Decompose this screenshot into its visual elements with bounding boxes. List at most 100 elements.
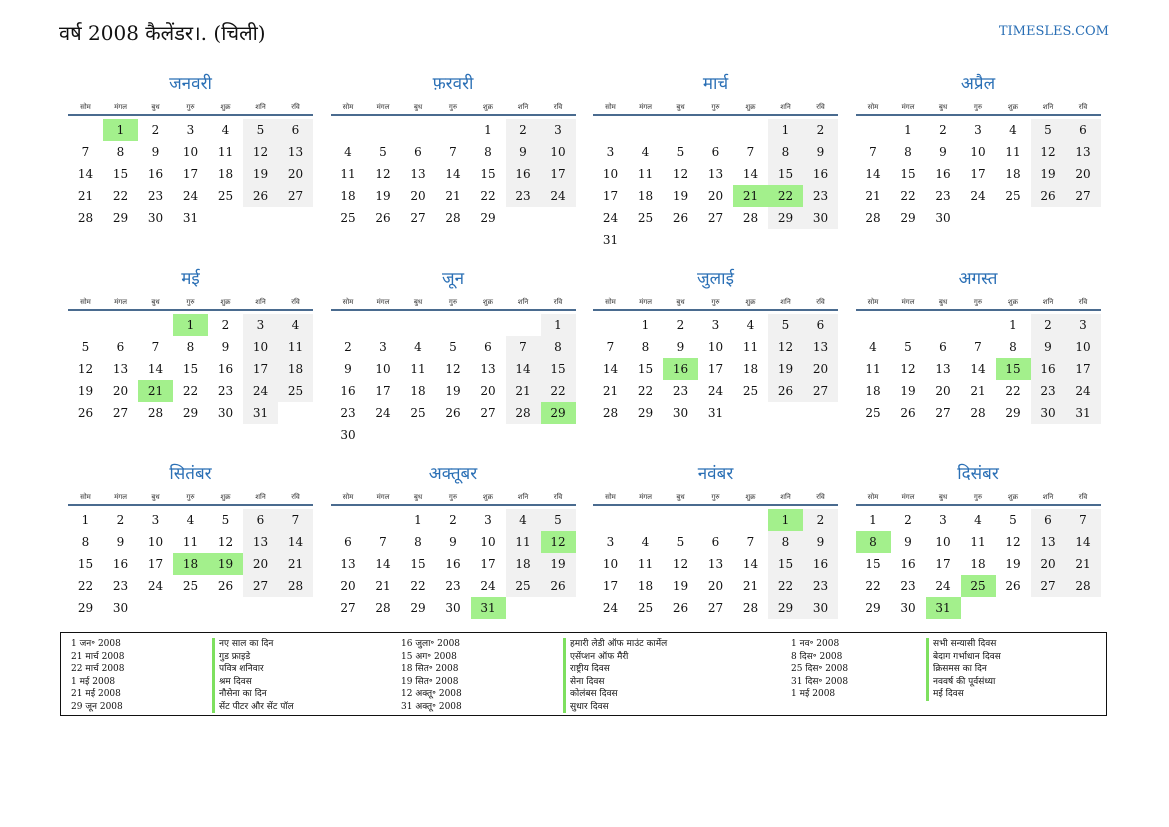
day-cell: 30: [445, 601, 461, 615]
day-cell: 22: [540, 380, 576, 402]
day-grid: 1 2 3 4 5 6 7 8 9 10 11 12 13 14 15 16 17 18 19 20 21 22 23 24 2…: [593, 119, 838, 251]
day-cell: 28: [742, 211, 759, 225]
holiday-day-cell: 18: [173, 553, 208, 575]
weekday-label: सोम: [867, 103, 879, 111]
weekday-label: गुरु: [186, 493, 195, 501]
day-cell: 22: [77, 579, 94, 593]
day-cell: 27: [1065, 185, 1101, 207]
day-cell: 4: [221, 123, 230, 137]
empty-cell: [331, 314, 366, 336]
day-cell: 12: [217, 535, 234, 549]
day-cell: 11: [970, 535, 986, 549]
day-cell: 27: [935, 406, 951, 420]
legend-holiday-name: नौसेना का दिन: [212, 688, 294, 701]
day-cell: 17: [602, 579, 619, 593]
day-cell: 29: [865, 601, 881, 615]
empty-cell: [401, 314, 436, 336]
weekday-label: मंगल: [639, 493, 652, 501]
weekday-label: शनि: [1042, 493, 1054, 501]
day-cell: 25: [742, 384, 759, 398]
day-cell: 21: [375, 579, 391, 593]
day-cell: 1: [484, 123, 492, 137]
weekday-label: शुक्र: [220, 298, 231, 306]
day-cell: 3: [243, 314, 278, 336]
day-cell: 16: [147, 167, 164, 181]
day-grid: 1 2 3 4 5 6 7 8 9 10 11 12 13 14 15 16 17 18 19 20 21 22 23 24 2…: [856, 119, 1101, 229]
legend-holiday-name: श्रम दिवस: [212, 675, 294, 688]
day-cell: 19: [1005, 557, 1021, 571]
day-cell: 7: [746, 145, 755, 159]
empty-cell: [663, 509, 698, 531]
weekday-label: बुध: [151, 298, 160, 306]
day-cell: 15: [480, 167, 496, 181]
weekday-label: शनि: [780, 103, 791, 111]
empty-cell: [628, 119, 663, 141]
day-grid: 1 2 3 4 5 6 7 8 9 10 11 12 13 14 15 16 17 18 19 20 21 22 23 24 2…: [855, 509, 1101, 619]
day-cell: 31: [182, 211, 199, 225]
weekday-label: मंगल: [376, 298, 390, 306]
day-cell: 7: [81, 145, 90, 159]
holiday-day-cell: 1: [103, 119, 138, 141]
day-cell: 2: [904, 513, 912, 527]
legend-holiday-name: कोलंबस दिवस: [563, 688, 667, 701]
day-cell: 25: [637, 601, 654, 615]
day-cell: 10: [540, 141, 576, 163]
day-cell: 29: [768, 597, 803, 619]
day-cell: 4: [1009, 123, 1017, 137]
day-cell: 17: [602, 189, 619, 203]
day-cell: 16: [445, 557, 461, 571]
day-cell: 10: [935, 535, 951, 549]
weekday-label: मंगल: [114, 103, 127, 111]
day-cell: 15: [637, 362, 654, 376]
weekday-label: बुध: [151, 493, 160, 501]
empty-cell: [331, 509, 366, 531]
day-cell: 18: [742, 362, 759, 376]
month-name: मार्च: [702, 74, 729, 94]
legend-holiday-name: नववर्ष की पूर्वसंध्या: [926, 675, 1001, 688]
day-cell: 6: [711, 145, 720, 159]
day-cell: 4: [641, 145, 650, 159]
day-cell: 29: [77, 601, 94, 615]
holiday-day-cell: 1: [173, 314, 208, 336]
day-cell: 12: [77, 362, 94, 376]
month-block: सितंबर सोम मंगल बुध गुरु शुक्र शनि रवि 1 2 3 4 5 6 7 8 9…: [68, 462, 313, 657]
day-cell: 23: [147, 189, 164, 203]
day-cell: 25: [505, 575, 541, 597]
day-cell: 13: [278, 141, 313, 163]
day-cell: 11: [742, 340, 759, 354]
day-cell: 6: [484, 340, 492, 354]
weekday-label: शनि: [255, 103, 266, 111]
day-cell: 14: [1065, 531, 1101, 553]
day-cell: 14: [742, 557, 759, 571]
weekday-label: सोम: [867, 298, 879, 306]
day-cell: 1: [1009, 318, 1017, 332]
day-cell: 30: [217, 406, 234, 420]
day-cell: 16: [803, 553, 838, 575]
day-cell: 20: [480, 384, 496, 398]
day-cell: 6: [243, 509, 278, 531]
day-cell: 12: [672, 167, 689, 181]
day-cell: 23: [1030, 380, 1066, 402]
day-cell: 2: [1030, 314, 1066, 336]
weekday-label: रवि: [1078, 298, 1088, 306]
weekday-label: शुक्र: [1007, 493, 1019, 501]
weekday-label: रवि: [291, 298, 300, 306]
day-cell: 23: [935, 189, 951, 203]
day-cell: 27: [803, 380, 838, 402]
day-cell: 31: [707, 406, 724, 420]
empty-cell: [506, 314, 541, 336]
day-cell: 21: [602, 384, 619, 398]
day-grid: 1 2 3 4 5 6 7 8 9 10 11 12 13 14 15 16 17 18 19 20 21 22 23 24 2…: [68, 119, 313, 229]
weekday-label: गुरु: [711, 103, 720, 111]
day-cell: 14: [278, 531, 313, 553]
day-cell: 26: [77, 406, 94, 420]
legend-holiday-name: मई दिवस: [926, 688, 1001, 701]
day-cell: 26: [768, 380, 803, 402]
day-cell: 22: [182, 384, 199, 398]
site-link[interactable]: TIMESLES.COM: [998, 24, 1109, 39]
day-cell: 4: [974, 513, 982, 527]
day-cell: 12: [1005, 535, 1021, 549]
day-cell: 7: [606, 340, 615, 354]
day-cell: 8: [484, 145, 492, 159]
day-cell: 6: [344, 535, 352, 549]
